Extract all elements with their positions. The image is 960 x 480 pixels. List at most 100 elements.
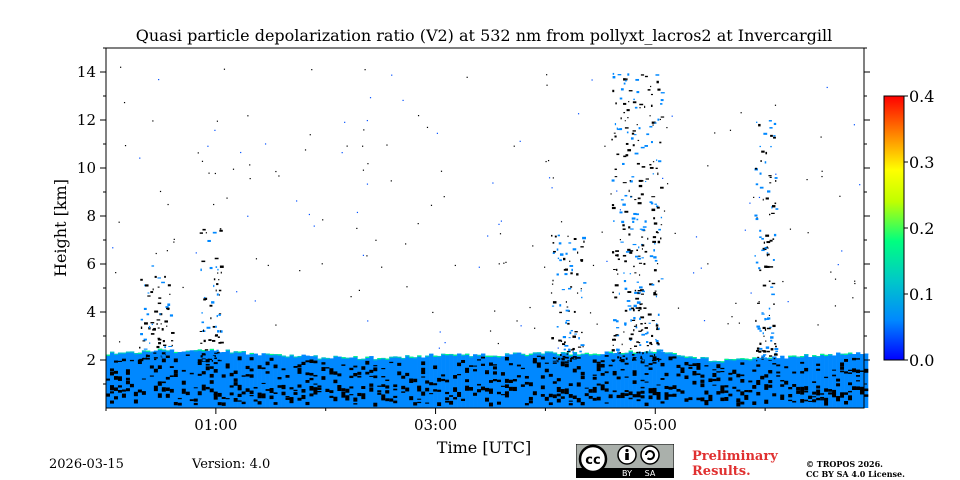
plume-cell [640,323,643,325]
sa-label: SA [645,469,656,478]
noise-cell [366,255,368,257]
plume-cell [577,359,581,363]
plume-cell [655,231,658,234]
cloud-cell [676,373,681,377]
plume-cell [552,252,555,254]
noise-cell [167,203,169,206]
noise-cell [619,239,621,241]
noise-cell [358,289,360,291]
preliminary-results-note: Preliminary Results. [692,449,778,479]
plume-cell [639,103,644,106]
plume-cell [759,269,762,272]
plume-cell [770,145,772,148]
cloud-cell [461,398,466,402]
plume-cell [773,353,778,356]
noise-cell [217,272,219,274]
layer-top-cell [504,353,510,355]
plot-area [105,47,869,409]
cloud-cell [700,397,705,402]
boundary-layer-cell [161,349,167,408]
plume-cell [616,127,618,130]
cloud-cell [113,376,119,380]
plume-cell [657,240,661,244]
plume-cell [139,346,141,349]
layer-top-cell [169,349,175,351]
boundary-layer-cell [560,352,566,408]
plume-cell [656,327,658,330]
plume-cell [208,339,212,341]
boundary-layer-cell [217,352,222,408]
plume-cell [775,350,778,352]
plume-cell [635,78,640,81]
layer-top-cell [700,356,705,359]
noise-cell [454,264,456,267]
cloud-cell [465,367,470,371]
boundary-layer-cell [389,356,394,408]
colorbar-tick-label: 0.2 [909,219,934,238]
plume-cell [211,301,215,304]
layer-top-cell [684,356,689,358]
plume-cell [616,351,620,353]
boundary-layer-cell [696,358,701,408]
cloud-cell [800,399,805,403]
boundary-layer-cell [397,356,402,408]
colorbar-tick-label: 0.1 [909,285,934,304]
noise-cell [214,172,216,175]
plume-cell [572,347,575,351]
plume-cell [624,260,627,263]
plume-cell [212,355,215,359]
cloud-cell [361,366,366,370]
cloud-cell [688,364,693,367]
layer-top-cell [508,354,514,356]
boundary-layer-cell [341,357,346,408]
plume-cell [763,132,768,135]
cloud-cell [544,362,550,364]
plume-cell [151,323,154,326]
noise-cell [426,126,429,129]
noise-cell [582,346,584,348]
plume-cell [626,300,631,302]
cloud-cell [848,372,853,374]
plume-cell [761,237,764,240]
cloud-cell [604,381,609,384]
boundary-layer-cell [261,353,266,408]
noise-cell [654,222,656,224]
noise-cell [391,74,393,76]
noise-cell [402,99,404,102]
noise-cell [346,145,348,147]
noise-cell [362,169,365,171]
cloud-cell [784,366,789,369]
cloud-cell [596,396,601,401]
cloud-cell [265,361,270,366]
cloud-cell [145,357,151,360]
layer-top-cell [145,350,151,352]
plume-cell [653,249,656,252]
plume-cell [659,141,662,144]
noise-cell [557,347,559,349]
layer-top-cell [125,351,131,353]
noise-cell [839,195,841,197]
plume-cell [660,186,664,189]
plume-cell [770,134,773,137]
plume-cell [634,255,639,258]
cloud-cell [804,367,809,372]
layer-top-cell [389,356,394,358]
plume-cell [755,261,759,264]
plume-cell [611,349,615,352]
plume-cell [647,89,651,91]
cloud-cell [700,383,705,388]
cloud-cell [345,388,350,393]
cloud-cell [329,395,334,398]
boundary-layer-cell [828,354,833,408]
boundary-layer-cell [772,356,777,408]
cloud-cell [169,375,175,378]
plume-cell [651,196,656,198]
plume-cell [613,220,615,222]
layer-top-cell [552,352,558,354]
cloud-cell [257,365,262,369]
plume-cell [653,293,658,296]
layer-top-cell [117,352,123,354]
boundary-layer-cell [832,355,837,408]
plume-cell [649,283,653,286]
plume-cell [619,359,623,362]
